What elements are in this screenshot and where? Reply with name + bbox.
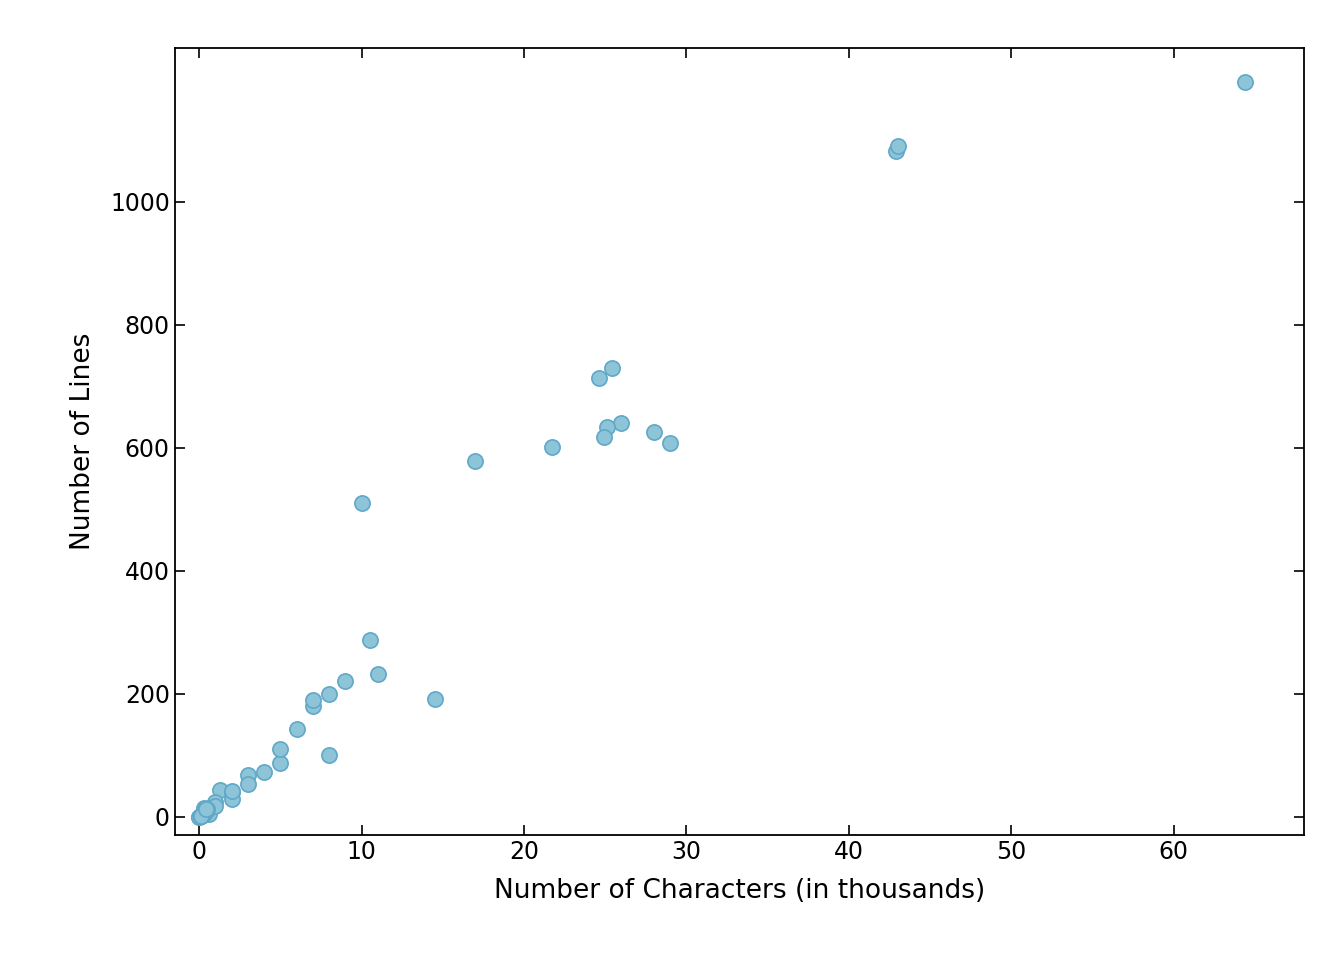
X-axis label: Number of Characters (in thousands): Number of Characters (in thousands) <box>493 878 985 904</box>
Point <box>319 747 340 762</box>
Point <box>595 420 617 435</box>
Point <box>192 807 214 823</box>
Point <box>198 806 219 822</box>
Point <box>253 764 274 780</box>
Y-axis label: Number of Lines: Number of Lines <box>70 333 95 550</box>
Point <box>540 440 562 455</box>
Point <box>190 808 211 824</box>
Point <box>237 777 258 792</box>
Point <box>195 804 216 819</box>
Point <box>302 692 324 708</box>
Point <box>198 801 219 816</box>
Point <box>220 791 242 806</box>
Point <box>351 495 372 511</box>
Point <box>190 808 211 824</box>
Point <box>286 721 308 736</box>
Point <box>190 808 211 824</box>
Point <box>465 453 487 468</box>
Point <box>210 782 231 798</box>
Point <box>195 802 216 817</box>
Point <box>220 783 242 799</box>
Point <box>194 801 215 816</box>
Point <box>367 666 388 682</box>
Point <box>194 803 215 818</box>
Point <box>270 755 292 770</box>
Point <box>423 691 445 707</box>
Point <box>192 807 214 823</box>
Point <box>188 809 210 825</box>
Point <box>237 767 258 782</box>
Point <box>587 371 609 386</box>
Point <box>887 138 909 154</box>
Point <box>204 798 226 813</box>
Point <box>192 806 214 822</box>
Point <box>196 802 218 817</box>
Point <box>194 806 215 822</box>
Point <box>270 741 292 756</box>
Point <box>190 808 211 824</box>
Point <box>220 784 242 800</box>
Point <box>188 809 210 825</box>
Point <box>302 698 324 713</box>
Point <box>335 674 356 689</box>
Point <box>204 794 226 809</box>
Point <box>660 435 681 450</box>
Point <box>601 360 622 375</box>
Point <box>644 424 665 440</box>
Point <box>593 429 614 444</box>
Point <box>886 144 907 159</box>
Point <box>359 633 380 648</box>
Point <box>1234 74 1255 89</box>
Point <box>610 415 632 430</box>
Point <box>319 686 340 702</box>
